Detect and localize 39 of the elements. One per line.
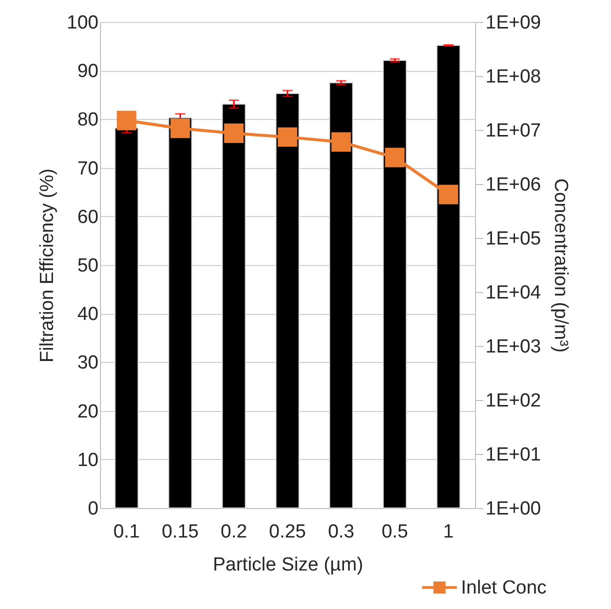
y-tick-label: 0: [88, 498, 98, 520]
x-tick-label: 0.2: [220, 522, 248, 542]
y2-tick-label: 1E+08: [486, 66, 541, 88]
x-tick-label: 0.1: [113, 522, 140, 542]
y-tick-label: 30: [77, 352, 98, 374]
y2-tick-label: 1E+02: [486, 390, 541, 412]
y2-tick-label: 1E+07: [486, 120, 541, 142]
y-tick-label: 90: [77, 61, 98, 82]
point: [116, 110, 136, 130]
y-tick-label: 100: [66, 12, 98, 34]
y2-tick-label: 1E+06: [486, 174, 541, 196]
point: [385, 148, 405, 168]
y-tick-label: 10: [77, 450, 98, 471]
legend-label: Inlet Conc: [461, 578, 547, 598]
x-tick-label: 0.25: [269, 522, 306, 542]
y-tick-label: 20: [77, 401, 98, 422]
x-tick-label: 0.3: [328, 522, 354, 542]
y-tick-label: 60: [77, 206, 98, 228]
y2-tick-label: 1E+00: [486, 498, 541, 520]
point: [224, 124, 244, 144]
y-tick-label: 50: [77, 256, 98, 276]
point: [278, 127, 298, 147]
x-tick-label: 0.5: [382, 522, 408, 542]
y2-tick-label: 1E+01: [486, 444, 541, 466]
y-tick-label: 70: [77, 158, 98, 180]
y2-tick-label: 1E+05: [486, 228, 541, 250]
point: [331, 132, 351, 152]
y-tick-label: 40: [77, 304, 98, 326]
y-axis-title: Filtration Efficiency (%): [36, 168, 58, 362]
y2-tick-label: 1E+09: [486, 12, 541, 34]
y2-tick-label: 1E+04: [486, 282, 542, 304]
y-tick-label: 80: [77, 110, 98, 131]
x-axis-title: Particle Size (µm): [212, 554, 364, 576]
y2-tick-label: 1E+03: [486, 336, 541, 358]
y2-axis-title: Concentration (p/m³): [550, 178, 571, 353]
x-tick-label: 0.15: [162, 522, 199, 542]
x-tick-label: 1: [443, 522, 454, 542]
point: [438, 184, 458, 204]
point: [170, 118, 190, 138]
